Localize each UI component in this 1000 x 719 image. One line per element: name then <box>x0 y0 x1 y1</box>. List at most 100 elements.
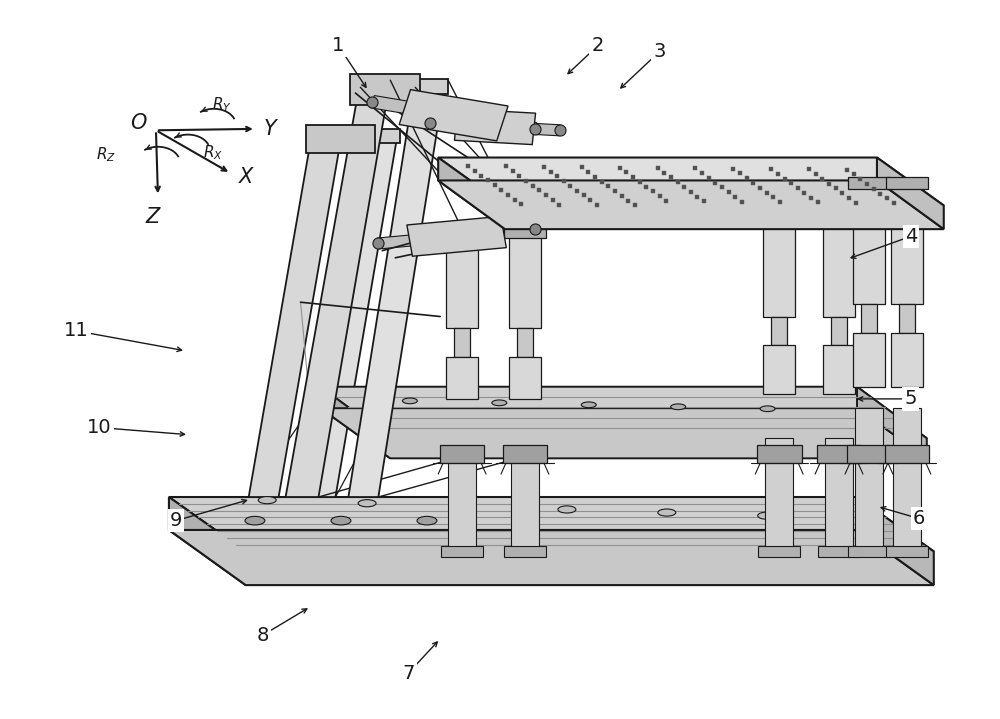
Polygon shape <box>877 157 944 229</box>
Text: 1: 1 <box>332 36 345 55</box>
Polygon shape <box>886 546 928 557</box>
Ellipse shape <box>245 516 265 525</box>
Polygon shape <box>438 180 944 229</box>
Text: Y: Y <box>264 119 276 139</box>
Polygon shape <box>818 546 860 557</box>
Ellipse shape <box>558 506 576 513</box>
Polygon shape <box>454 109 536 145</box>
Polygon shape <box>893 408 921 551</box>
Polygon shape <box>763 206 795 316</box>
Text: 6: 6 <box>913 509 925 528</box>
Ellipse shape <box>671 404 686 410</box>
Text: 5: 5 <box>905 390 917 408</box>
Text: 4: 4 <box>905 226 917 246</box>
Polygon shape <box>320 387 927 439</box>
Polygon shape <box>855 408 883 551</box>
Polygon shape <box>249 130 342 497</box>
Polygon shape <box>370 96 537 135</box>
Polygon shape <box>169 530 934 585</box>
Polygon shape <box>440 446 484 463</box>
Polygon shape <box>886 177 928 189</box>
Polygon shape <box>348 81 445 497</box>
Ellipse shape <box>760 406 775 411</box>
Polygon shape <box>448 456 476 551</box>
Polygon shape <box>817 446 861 463</box>
Polygon shape <box>818 202 860 214</box>
Polygon shape <box>306 124 375 153</box>
Polygon shape <box>757 446 802 463</box>
Polygon shape <box>503 446 547 463</box>
Polygon shape <box>286 81 390 497</box>
Polygon shape <box>823 345 855 393</box>
Text: 8: 8 <box>256 626 269 645</box>
Polygon shape <box>320 408 927 458</box>
Ellipse shape <box>402 398 417 404</box>
Polygon shape <box>763 345 795 393</box>
Polygon shape <box>857 387 927 458</box>
Polygon shape <box>771 316 787 345</box>
Polygon shape <box>350 75 420 105</box>
Polygon shape <box>899 304 915 333</box>
Polygon shape <box>891 333 923 388</box>
Ellipse shape <box>358 500 376 507</box>
Polygon shape <box>377 224 536 249</box>
Polygon shape <box>823 206 855 316</box>
Text: 10: 10 <box>87 418 111 437</box>
Polygon shape <box>320 387 390 458</box>
Ellipse shape <box>492 400 507 406</box>
Text: $R_Z$: $R_Z$ <box>96 145 116 164</box>
Polygon shape <box>407 216 506 256</box>
Ellipse shape <box>258 497 276 504</box>
Polygon shape <box>847 446 891 463</box>
Text: 11: 11 <box>64 321 89 340</box>
Polygon shape <box>891 180 923 304</box>
Polygon shape <box>765 439 793 551</box>
Text: 2: 2 <box>592 36 604 55</box>
Polygon shape <box>885 446 929 463</box>
Polygon shape <box>438 157 505 229</box>
Polygon shape <box>853 180 885 304</box>
Ellipse shape <box>658 509 676 516</box>
Text: 9: 9 <box>170 511 182 530</box>
Ellipse shape <box>758 512 776 519</box>
Polygon shape <box>306 130 398 497</box>
Polygon shape <box>446 357 478 400</box>
Text: O: O <box>130 113 146 133</box>
Polygon shape <box>848 177 890 189</box>
Polygon shape <box>169 497 934 551</box>
Polygon shape <box>399 90 508 141</box>
Polygon shape <box>517 329 533 357</box>
Ellipse shape <box>417 516 437 525</box>
Polygon shape <box>861 304 877 333</box>
Text: Z: Z <box>146 207 160 227</box>
Polygon shape <box>848 546 890 557</box>
Polygon shape <box>441 546 483 557</box>
Text: $R_X$: $R_X$ <box>203 144 223 162</box>
Polygon shape <box>758 546 800 557</box>
Text: 3: 3 <box>653 42 666 61</box>
Text: X: X <box>239 167 253 187</box>
Polygon shape <box>454 329 470 357</box>
Polygon shape <box>758 202 800 214</box>
Polygon shape <box>857 497 934 585</box>
Polygon shape <box>853 333 885 388</box>
Polygon shape <box>446 229 478 329</box>
Ellipse shape <box>581 402 596 408</box>
Polygon shape <box>825 439 853 551</box>
Text: 7: 7 <box>402 664 414 683</box>
Ellipse shape <box>331 516 351 525</box>
Polygon shape <box>430 118 560 136</box>
Polygon shape <box>438 157 944 206</box>
Polygon shape <box>511 456 539 551</box>
Ellipse shape <box>458 503 476 510</box>
Polygon shape <box>313 129 400 143</box>
Polygon shape <box>831 316 847 345</box>
Polygon shape <box>509 229 541 329</box>
Polygon shape <box>358 79 448 94</box>
Polygon shape <box>504 226 546 238</box>
Polygon shape <box>504 546 546 557</box>
Polygon shape <box>441 226 483 238</box>
Polygon shape <box>509 357 541 400</box>
Polygon shape <box>169 497 246 585</box>
Text: $R_Y$: $R_Y$ <box>212 95 232 114</box>
